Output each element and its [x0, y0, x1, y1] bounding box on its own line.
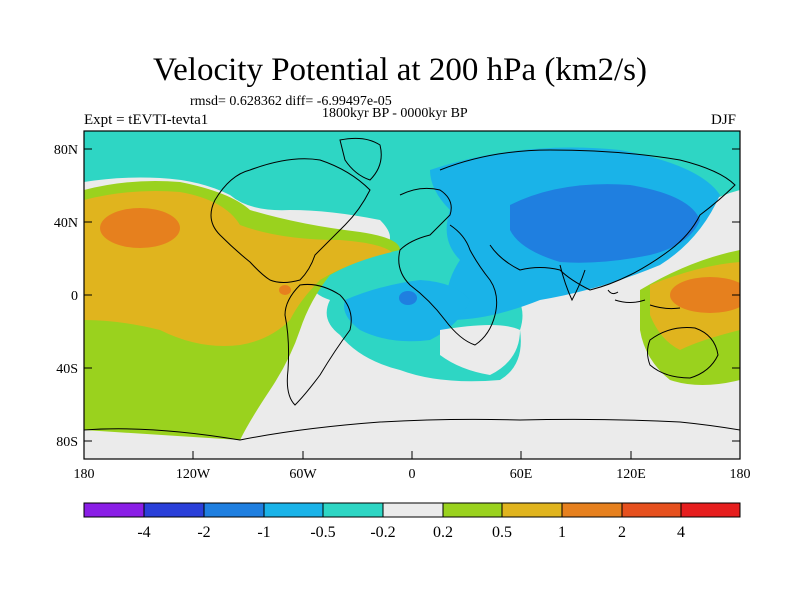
colorbar-label: 2 — [618, 524, 626, 541]
colorbar-bin-5 — [383, 503, 443, 517]
lat-label-80s: 80S — [56, 435, 78, 450]
lon-tick-marks — [83, 451, 741, 459]
colorbar-labels: -4 -2 -1 -0.5 -0.2 0.2 0.5 1 2 4 — [137, 524, 685, 541]
lon-label-60e: 60E — [510, 467, 533, 482]
plot-title: Velocity Potential at 200 hPa (km2/s) — [152, 52, 648, 88]
colorbar-bin-3 — [264, 503, 323, 517]
colorbar-label: -1 — [257, 524, 270, 541]
lon-label-120e: 120E — [616, 467, 646, 482]
lat-label-40n: 40N — [54, 216, 78, 231]
coastlines — [84, 137, 740, 441]
lon-label-0: 0 — [409, 467, 416, 482]
lon-label-60w: 60W — [289, 467, 317, 482]
colorbar: -4 -2 -1 -0.5 -0.2 0.2 0.5 1 2 4 — [83, 502, 741, 541]
colorbar-bin-9 — [622, 503, 681, 517]
colorbar-bin-4 — [323, 503, 383, 517]
lat-label-40s: 40S — [56, 362, 78, 377]
lat-label-80n: 80N — [54, 143, 78, 158]
colorbar-bin-2 — [204, 503, 264, 517]
colorbar-label: 0.2 — [433, 524, 453, 541]
colorbar-label: -4 — [137, 524, 150, 541]
colorbar-label: -0.2 — [370, 524, 395, 541]
colorbar-label: 4 — [677, 524, 685, 541]
colorbar-bin-6 — [443, 503, 502, 517]
colorbar-bin-7 — [502, 503, 562, 517]
lat-label-0: 0 — [71, 289, 78, 304]
lon-label-180w: 180 — [74, 467, 95, 482]
colorbar-bin-0 — [84, 503, 144, 517]
colorbar-bin-8 — [562, 503, 622, 517]
lon-label-120w: 120W — [176, 467, 211, 482]
colorbar-bin-1 — [144, 503, 204, 517]
map-fields — [84, 131, 740, 459]
season-label: DJF — [711, 112, 737, 128]
lon-tick-labels: 180 120W 60W 0 60E 120E 180 — [74, 467, 751, 482]
lat-tick-marks — [84, 148, 740, 442]
stats-text: rmsd= 0.628362 diff= -6.99497e-05 — [190, 94, 392, 109]
colorbar-bin-10 — [681, 503, 740, 517]
colorbar-label: 0.5 — [492, 524, 512, 541]
lat-tick-labels: 80N 40N 0 40S 80S — [54, 143, 78, 450]
lon-label-180e: 180 — [730, 467, 751, 482]
colorbar-label: -0.5 — [310, 524, 335, 541]
period-text: 1800kyr BP - 0000kyr BP — [322, 106, 468, 121]
colorbar-label: 1 — [558, 524, 566, 541]
experiment-label: Expt = tEVTI-tevta1 — [84, 112, 209, 128]
colorbar-label: -2 — [197, 524, 210, 541]
